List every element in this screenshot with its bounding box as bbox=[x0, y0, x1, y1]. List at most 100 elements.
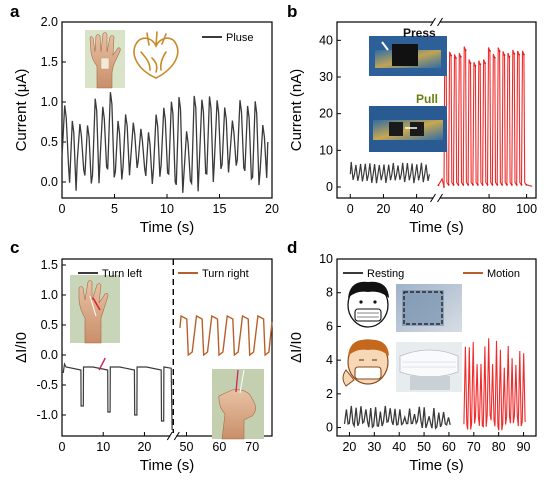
press-photo-inset: Press bbox=[369, 26, 447, 76]
legend-d-resting-label: Resting bbox=[367, 268, 404, 280]
red-trace-point bbox=[462, 183, 465, 186]
y-axis-title: ΔI/I0 bbox=[13, 332, 30, 363]
mask-sensor-photo bbox=[396, 284, 462, 332]
x-tick-label: 5 bbox=[111, 202, 118, 216]
red-trace-point bbox=[469, 62, 472, 64]
y-tick-label: 6 bbox=[326, 319, 333, 333]
y-axis-title: Current (μA) bbox=[13, 69, 30, 152]
red-trace-point bbox=[496, 183, 499, 186]
plot-frame bbox=[336, 258, 537, 437]
y-tick-label: 0.0 bbox=[41, 175, 58, 189]
axis-break-mark-top bbox=[430, 17, 443, 27]
red-trace-point bbox=[510, 183, 513, 186]
x-tick-label: 80 bbox=[492, 440, 506, 454]
axis-break-gap bbox=[433, 195, 440, 201]
panel-letter-b: b bbox=[287, 2, 297, 21]
turn-left-hand-photo bbox=[70, 275, 120, 344]
y-tick-label: -0.5 bbox=[36, 378, 58, 392]
x-tick-label: 40 bbox=[410, 202, 424, 216]
red-trace-point bbox=[481, 183, 484, 186]
x-tick-label: 60 bbox=[212, 440, 226, 454]
y-tick-label: 1.0 bbox=[41, 95, 58, 109]
x-axis-title: Time (s) bbox=[409, 457, 463, 474]
x-tick-label: 90 bbox=[517, 440, 531, 454]
red-trace-point bbox=[474, 64, 477, 67]
red-trace-point bbox=[484, 62, 486, 65]
y-tick-label: 0.5 bbox=[41, 318, 58, 332]
series-red-line bbox=[437, 46, 533, 188]
red-trace-point bbox=[518, 53, 520, 56]
series-turn-left-line bbox=[62, 362, 173, 431]
plot-area-a: 0 5 10 15 20 0.0 0.5 1.0 1.5 2.0 Time (s) Current (… bbox=[13, 15, 279, 236]
press-label: Press bbox=[403, 26, 436, 40]
x-tick-label: 20 bbox=[137, 440, 151, 454]
y-tick-label: 2 bbox=[326, 387, 333, 401]
red-trace-point bbox=[520, 183, 523, 186]
y-tick-label: 0.0 bbox=[41, 348, 58, 362]
y-tick-label: 10 bbox=[319, 143, 333, 157]
red-trace-point bbox=[457, 183, 460, 186]
red-trace-point bbox=[515, 183, 518, 186]
red-trace-point bbox=[498, 50, 501, 53]
mask-worn-photo bbox=[396, 342, 462, 392]
red-trace-point bbox=[443, 186, 445, 188]
x-tick-label: 20 bbox=[376, 202, 390, 216]
x-tick-label: 40 bbox=[392, 440, 406, 454]
y-tick-label: 30 bbox=[319, 70, 333, 84]
x-tick-label: 60 bbox=[442, 440, 456, 454]
y-tick-label: -1.0 bbox=[36, 408, 58, 422]
x-tick-label: 100 bbox=[516, 202, 537, 216]
y-axis-title: Current (nA) bbox=[288, 69, 305, 152]
red-trace-point bbox=[467, 183, 469, 186]
hand-photo-inset bbox=[85, 30, 125, 89]
red-trace-point bbox=[503, 54, 506, 57]
red-trace-point bbox=[513, 52, 516, 55]
y-tick-label: 40 bbox=[319, 33, 333, 47]
pull-label: Pull bbox=[416, 92, 438, 106]
legend-c: Turn left Turn right bbox=[78, 268, 249, 280]
red-trace-point bbox=[476, 183, 479, 186]
x-tick-label: 80 bbox=[482, 202, 496, 216]
x-tick-label: 0 bbox=[59, 440, 66, 454]
pink-trace-segment bbox=[98, 357, 106, 371]
x-tick-label: 10 bbox=[160, 202, 174, 216]
red-trace-point bbox=[479, 63, 482, 66]
panel-letter-a: a bbox=[10, 2, 20, 21]
y-tick-label: 1.5 bbox=[41, 55, 58, 69]
plot-area-b: 0 20 40 80 100 0 10 20 30 40 Time (s) Current (nA) bbox=[288, 17, 537, 236]
legend-d-motion-label: Motion bbox=[487, 268, 520, 280]
red-trace-point bbox=[491, 183, 494, 186]
red-trace-point bbox=[450, 54, 452, 57]
panel-letter-d: d bbox=[287, 238, 297, 257]
red-trace-point bbox=[455, 57, 457, 59]
axis-break-gap bbox=[170, 433, 177, 439]
x-tick-label: 50 bbox=[417, 440, 431, 454]
x-axis-title: Time (s) bbox=[140, 457, 194, 474]
heart-sketch-icon bbox=[133, 31, 179, 79]
x-axis-title: Time (s) bbox=[409, 219, 463, 236]
plot-area-c: 0 10 20 50 60 70 -1.0 -0.5 0.0 0.5 1.0 1.5 Time (s) Δ… bbox=[13, 258, 273, 474]
x-tick-label: 30 bbox=[367, 440, 381, 454]
series-resting-line bbox=[343, 405, 451, 430]
legend-c-turn-right-label: Turn right bbox=[202, 268, 249, 280]
legend-c-turn-left-label: Turn left bbox=[102, 268, 142, 280]
series-motion-line bbox=[463, 338, 526, 431]
legend-a: Pluse bbox=[202, 32, 254, 44]
face-mask-adjust-icon bbox=[342, 339, 389, 387]
red-trace-point bbox=[523, 53, 525, 56]
series-dark-line bbox=[349, 161, 430, 184]
red-trace-point bbox=[472, 183, 474, 186]
panel-b: b 0 20 40 80 100 0 10 20 30 40 Time (s) Current (nA… bbox=[287, 2, 537, 236]
red-trace-point bbox=[447, 183, 450, 186]
x-tick-label: 15 bbox=[213, 202, 227, 216]
y-tick-label: 2.0 bbox=[41, 15, 58, 29]
y-tick-label: 0 bbox=[326, 421, 333, 435]
panel-a: a 0 5 10 15 20 0.0 0.5 1.0 1.5 2.0 Time (s) Current… bbox=[10, 2, 279, 236]
x-tick-label: 50 bbox=[180, 440, 194, 454]
red-trace-point bbox=[489, 50, 491, 52]
face-with-mask-icon bbox=[347, 281, 389, 328]
red-trace-point bbox=[501, 183, 503, 186]
y-tick-label: 10 bbox=[319, 252, 333, 266]
y-tick-label: 0 bbox=[326, 180, 333, 194]
